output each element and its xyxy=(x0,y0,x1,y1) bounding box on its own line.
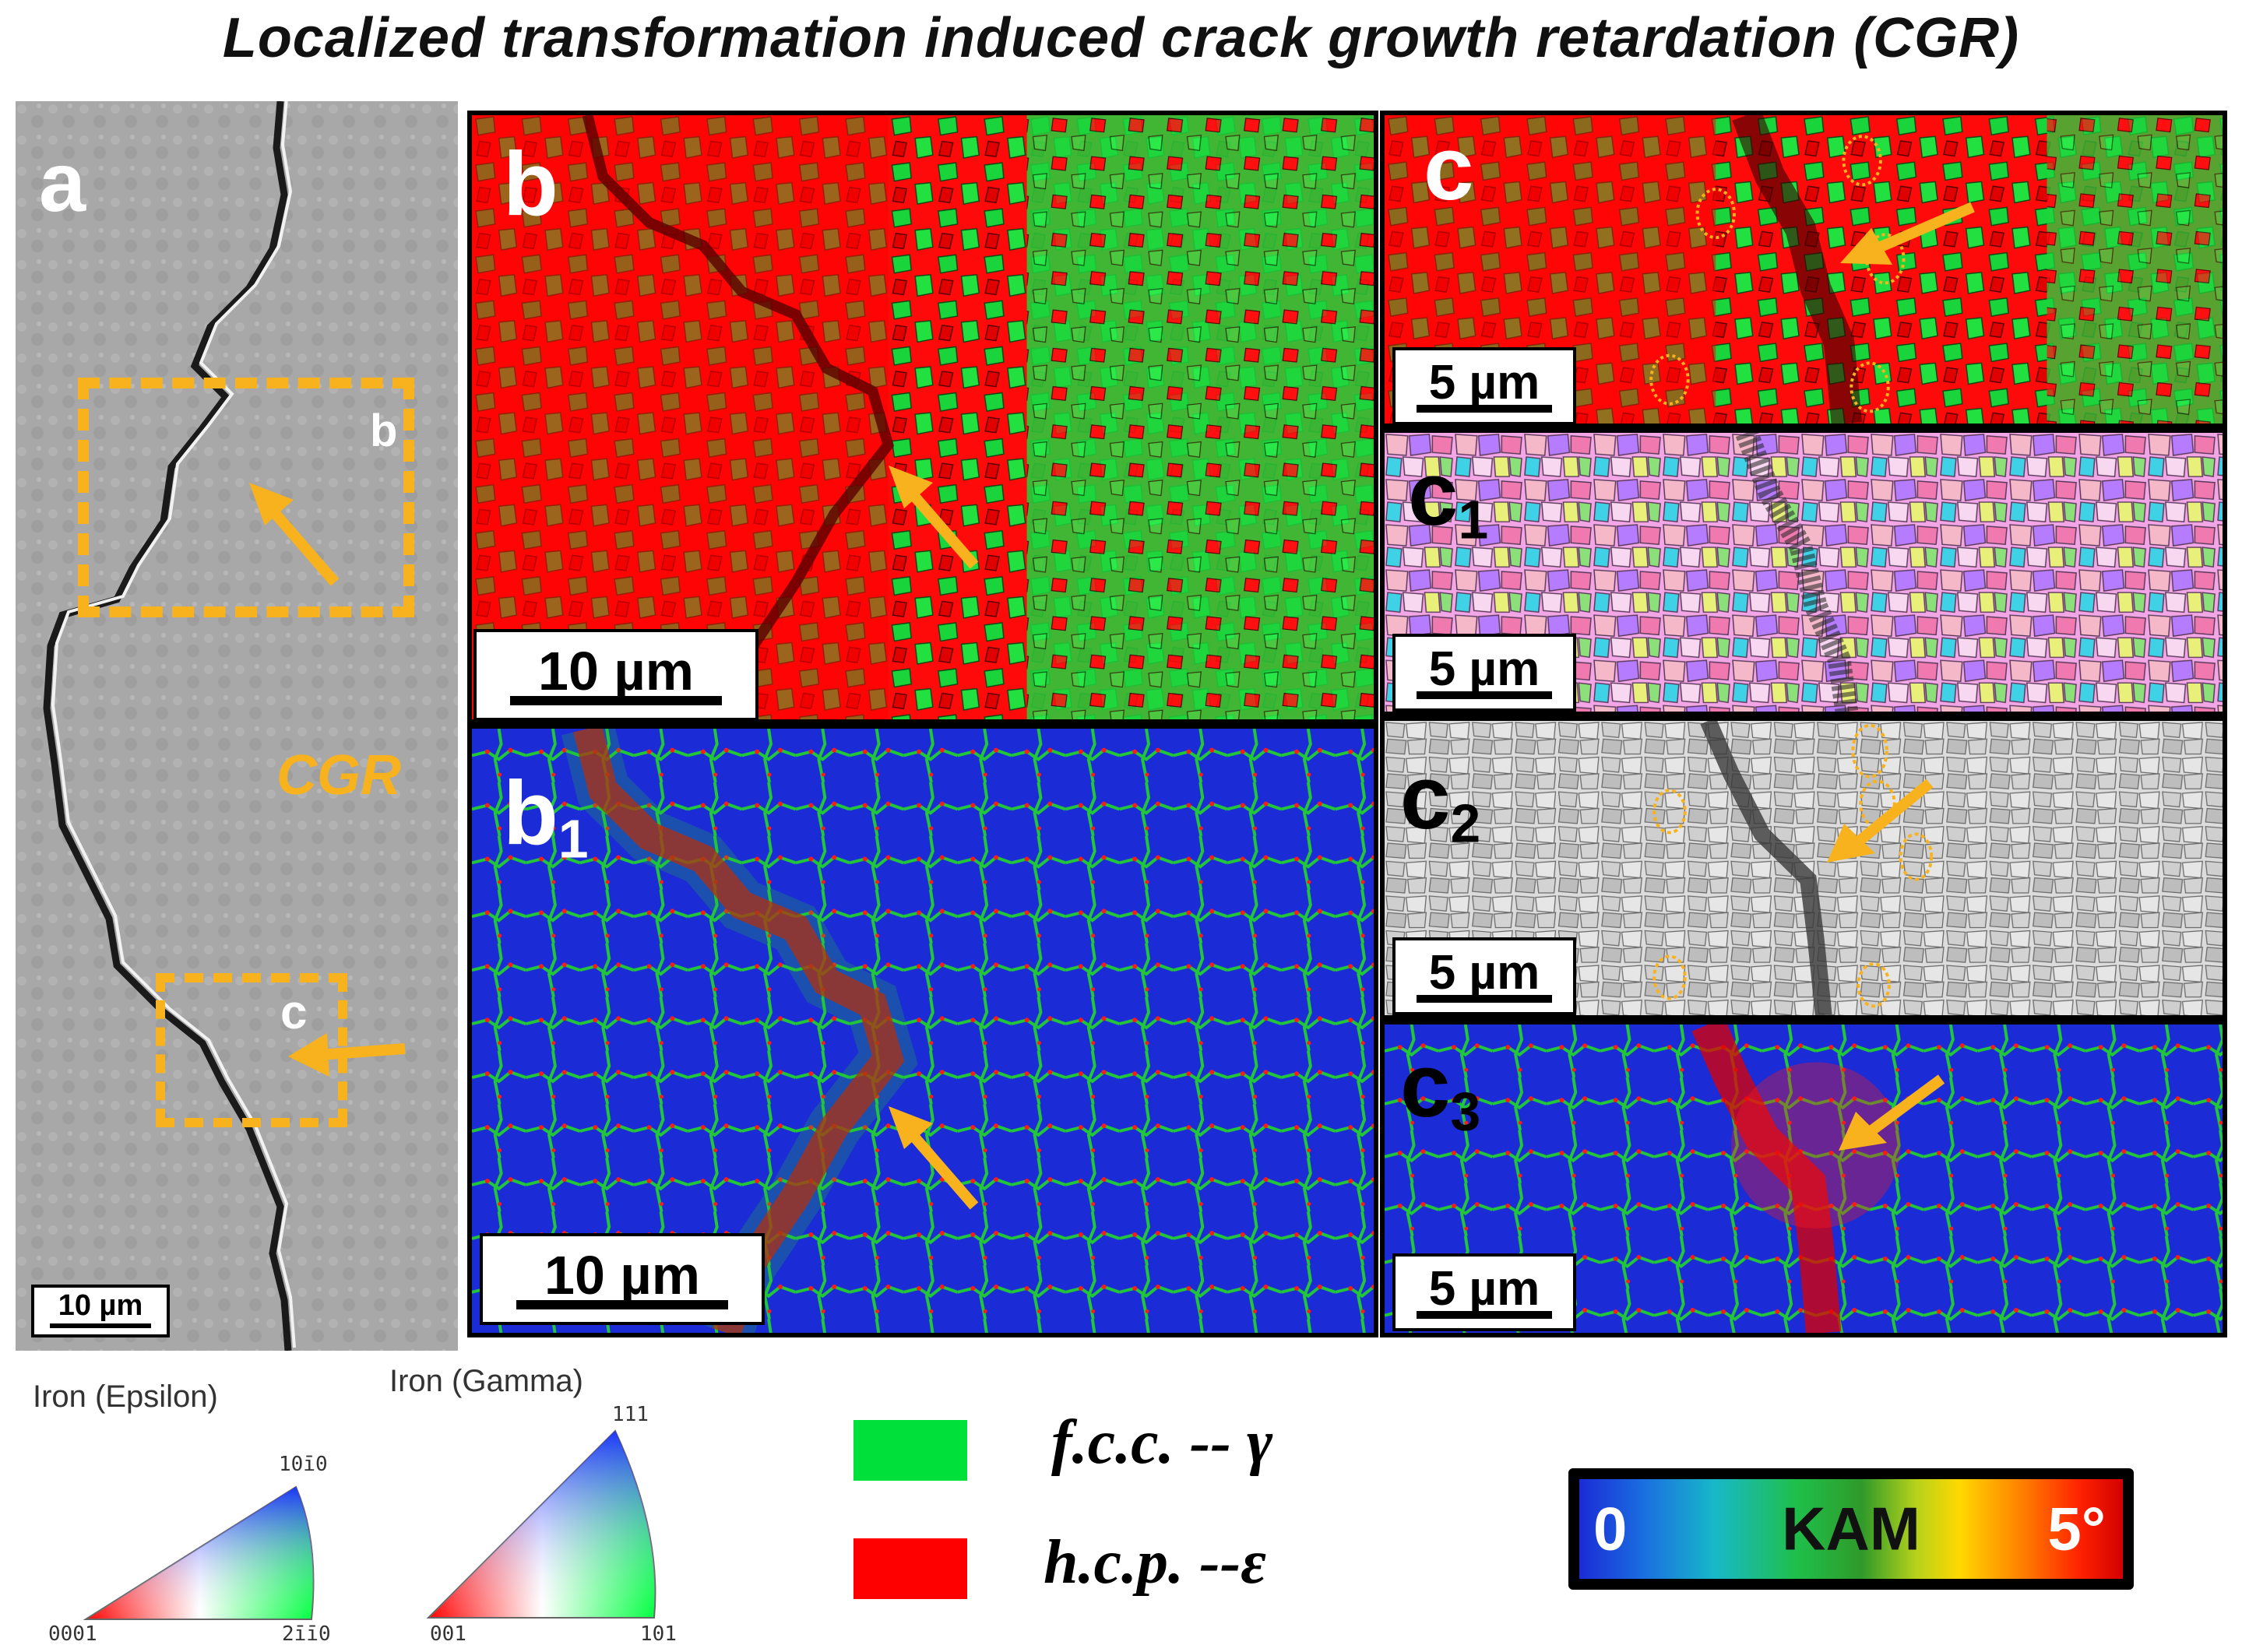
panel-c2-label-main: c xyxy=(1400,747,1451,848)
panel-c-scalebar-text: 5 µm xyxy=(1428,356,1540,409)
kam-color-scale: 0 KAM 5° xyxy=(1568,1468,2134,1590)
panel-c2-arrow xyxy=(1827,779,1934,863)
panel-b-phase-map: b 10 µm xyxy=(467,111,1378,724)
panel-c1-label-sub: 1 xyxy=(1458,489,1489,550)
panel-b1-kam-image xyxy=(472,729,1374,1333)
panel-c1-label: c1 xyxy=(1408,448,1488,547)
kam-max-label: 5° xyxy=(2047,1494,2106,1563)
panel-c-arrow xyxy=(1840,202,1975,265)
ipf-legend-epsilon-title: Iron (Epsilon) xyxy=(33,1380,218,1414)
crack-path-c3 xyxy=(1691,1025,1842,1333)
fcc-label: f.c.c. -- γ xyxy=(1051,1408,1273,1477)
panel-c3-label-sub: 3 xyxy=(1450,1081,1481,1142)
crack-path-b xyxy=(582,115,895,719)
kam-min-label: 0 xyxy=(1593,1494,1628,1563)
panel-c-scalebar: 5 µm xyxy=(1392,347,1576,424)
panel-b1-scalebar: 10 µm xyxy=(480,1233,765,1325)
box-b-label: b xyxy=(370,406,398,456)
panel-c1-ipf-map: c1 5 µm xyxy=(1380,428,2227,716)
panel-c2-scalebar-text: 5 µm xyxy=(1428,946,1540,1000)
kam-title: KAM xyxy=(1782,1494,1920,1563)
panel-a-sem-image: a b CGR c 10 µm xyxy=(16,101,458,1351)
panel-a-micrograph xyxy=(16,101,458,1351)
ipf-epsilon-corner-right: 2īī0 xyxy=(282,1622,331,1646)
ipf-epsilon-corner-left: 0001 xyxy=(48,1622,97,1646)
panel-a-arrow-c xyxy=(288,1033,406,1077)
panel-a-label: a xyxy=(39,135,86,229)
panel-b1-arrow xyxy=(889,1106,979,1210)
panel-b1-scalebar-text: 10 µm xyxy=(544,1245,700,1306)
panel-c1-scalebar: 5 µm xyxy=(1392,634,1576,712)
crack-path xyxy=(43,101,292,1351)
ipf-legend-gamma-title: Iron (Gamma) xyxy=(389,1364,583,1398)
panel-c1-label-main: c xyxy=(1408,443,1459,544)
crack-path-c xyxy=(1732,115,1863,424)
panel-c2-scalebar: 5 µm xyxy=(1392,937,1576,1015)
panel-c3-label: c3 xyxy=(1400,1040,1480,1139)
panel-a-scalebar-text: 10 µm xyxy=(58,1289,143,1322)
ipf-triangle-epsilon xyxy=(83,1485,315,1620)
panel-c2-band-contrast: c2 5 µm xyxy=(1380,716,2227,1020)
crack-path-c2 xyxy=(1700,721,1832,1015)
cgr-label: CGR xyxy=(276,744,401,807)
panel-b-label: b xyxy=(503,133,558,234)
panel-c-label: c xyxy=(1424,118,1474,219)
panel-b-phase-image xyxy=(472,115,1374,719)
panel-b-scalebar: 10 µm xyxy=(473,629,758,719)
ipf-gamma-corner-top: 111 xyxy=(612,1403,649,1426)
panel-c3-arrow xyxy=(1839,1074,1945,1151)
panel-b1-kam-map: b1 10 µm xyxy=(467,724,1378,1337)
ipf-triangle-gamma xyxy=(426,1429,656,1619)
panel-a-scalebar: 10 µm xyxy=(31,1285,170,1337)
panel-b-scalebar-text: 10 µm xyxy=(538,641,694,701)
panel-c-phase-map: c 5 µm xyxy=(1380,111,2227,428)
ipf-epsilon-corner-top: 10ī0 xyxy=(279,1453,328,1476)
box-b-highlight xyxy=(78,378,414,617)
crack-path-b1 xyxy=(573,729,905,1333)
panel-b-arrow xyxy=(889,466,979,569)
panel-b1-label-sub: 1 xyxy=(558,808,589,870)
hcp-label: h.c.p. --ε xyxy=(1044,1528,1267,1597)
panel-c3-kam-map: c3 5 µm xyxy=(1380,1020,2227,1337)
box-c-label: c xyxy=(280,986,308,1039)
panel-c2-label: c2 xyxy=(1400,752,1480,851)
panel-c1-scalebar-text: 5 µm xyxy=(1428,642,1540,696)
hcp-swatch xyxy=(854,1538,967,1599)
panel-b1-label-main: b xyxy=(503,762,558,863)
ipf-gamma-corner-right: 101 xyxy=(640,1622,677,1646)
ipf-gamma-corner-left: 001 xyxy=(430,1622,466,1646)
panel-c2-label-sub: 2 xyxy=(1450,793,1481,854)
panel-c3-label-main: c xyxy=(1400,1035,1451,1136)
panel-b1-label: b1 xyxy=(503,768,589,866)
fcc-swatch xyxy=(854,1420,967,1481)
panel-a-arrow-b xyxy=(249,483,340,586)
panel-c3-scalebar: 5 µm xyxy=(1392,1253,1576,1331)
crack-path-c1 xyxy=(1735,433,1859,712)
panel-c3-scalebar-text: 5 µm xyxy=(1428,1262,1540,1316)
figure-title: Localized transformation induced crack g… xyxy=(222,7,2020,69)
